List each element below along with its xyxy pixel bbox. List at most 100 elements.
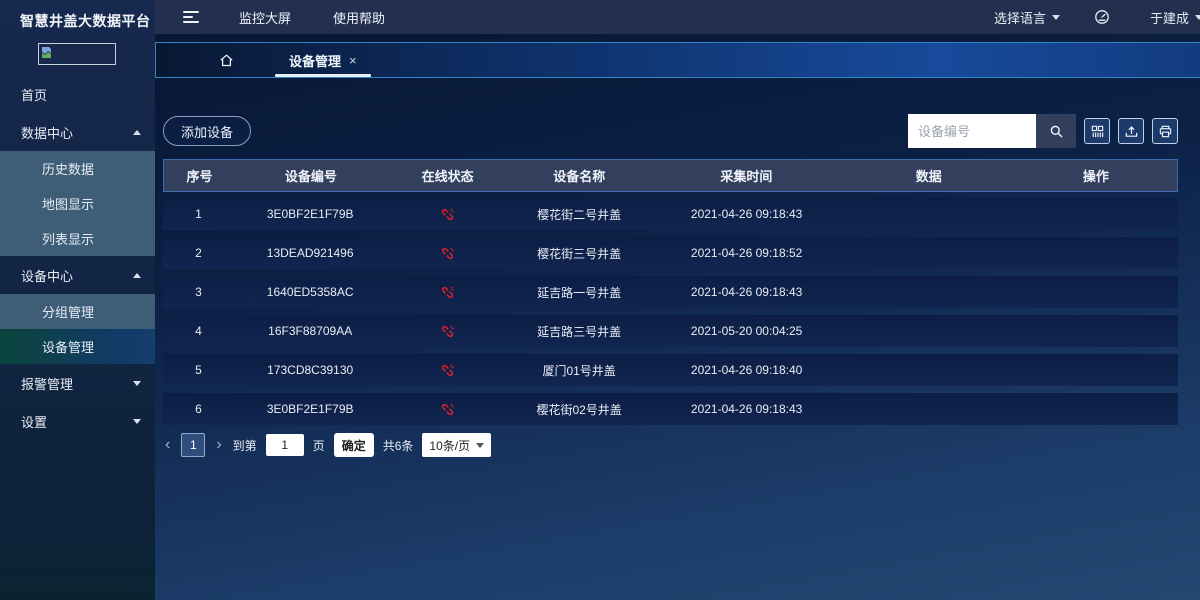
- logo-broken-image: [38, 43, 116, 65]
- cell-index: 5: [195, 363, 202, 377]
- language-selector[interactable]: 选择语言: [994, 8, 1060, 27]
- sidebar-item-label: 设备管理: [42, 340, 95, 355]
- export-icon: [1125, 125, 1137, 137]
- dashboard-icon[interactable]: [1094, 9, 1110, 25]
- search-group: [908, 114, 1178, 148]
- caret-down-icon: [1195, 14, 1200, 20]
- sidebar-item-group-manage[interactable]: 分组管理: [0, 294, 155, 329]
- user-menu[interactable]: 于建成: [1150, 8, 1200, 27]
- tab-close-icon[interactable]: ×: [349, 52, 357, 68]
- table-row: 1 3E0BF2E1F79B 樱花街二号井盖 2021-04-26 09:18:…: [163, 198, 1178, 230]
- device-table: 序号 设备编号 在线状态 设备名称 采集时间 数据 操作 1 3E0BF2E1F…: [163, 159, 1178, 425]
- sidebar-item-home[interactable]: 首页: [0, 75, 155, 113]
- sidebar-item-label: 报警管理: [21, 376, 74, 392]
- print-icon: [1159, 125, 1171, 137]
- cell-online-status: [386, 205, 508, 224]
- caret-up-icon: [133, 272, 141, 278]
- add-device-button[interactable]: 添加设备: [163, 116, 252, 146]
- select-caret-icon: [476, 442, 485, 448]
- home-icon[interactable]: [204, 43, 249, 77]
- cell-device-name: 延吉路一号井盖: [537, 285, 622, 300]
- print-button[interactable]: [1152, 118, 1178, 144]
- sidebar-item-label: 地图显示: [42, 197, 95, 212]
- goto-label: 到第: [232, 438, 257, 453]
- caret-down-icon: [133, 380, 141, 386]
- sidebar-nav: 首页 数据中心 历史数据 地图显示 列表显示 设备中心: [0, 75, 155, 440]
- cell-online-status: [386, 400, 508, 419]
- cell-index: 4: [195, 324, 202, 338]
- offline-status-icon: [438, 205, 457, 224]
- cell-device-name: 樱花街三号井盖: [537, 246, 622, 261]
- sidebar-item-alarm-manage[interactable]: 报警管理: [0, 364, 155, 402]
- table-row: 3 1640ED5358AC 延吉路一号井盖 2021-04-26 09:18:…: [163, 276, 1178, 308]
- tab-strip: 设备管理 ×: [155, 42, 1200, 78]
- export-button[interactable]: [1118, 118, 1144, 144]
- sidebar: 智慧井盖大数据平台 首页 数据中心 历史数据 地图显示: [0, 0, 155, 600]
- cell-index: 6: [195, 402, 202, 416]
- toolbar: 添加设备: [163, 114, 1178, 148]
- search-input[interactable]: [908, 114, 1036, 148]
- sidebar-item-map-display[interactable]: 地图显示: [0, 186, 155, 221]
- page-size-value: 10条/页: [429, 438, 471, 453]
- caret-down-icon: [1051, 14, 1060, 20]
- collapse-menu-icon[interactable]: [183, 11, 199, 23]
- cell-online-status: [386, 283, 508, 302]
- topbar-link-help[interactable]: 使用帮助: [333, 10, 386, 26]
- cell-collect-time: 2021-04-26 09:18:43: [690, 207, 803, 221]
- search-button[interactable]: [1036, 114, 1076, 148]
- offline-status-icon: [438, 322, 457, 341]
- current-page-button[interactable]: 1: [181, 433, 206, 457]
- search-icon: [1050, 125, 1062, 137]
- pagination: ‹ 1 › 到第 页 确定 共6条 10条/页: [163, 433, 1178, 457]
- next-page-icon[interactable]: ›: [216, 436, 222, 453]
- confirm-page-button[interactable]: 确定: [333, 433, 374, 457]
- cell-device-id: 16F3F88709AA: [268, 324, 353, 338]
- sidebar-item-history-data[interactable]: 历史数据: [0, 151, 155, 186]
- prev-page-icon[interactable]: ‹: [165, 436, 171, 453]
- caret-up-icon: [133, 129, 141, 135]
- offline-status-icon: [438, 361, 457, 380]
- sidebar-item-list-display[interactable]: 列表显示: [0, 221, 155, 256]
- cell-collect-time: 2021-04-26 09:18:43: [690, 285, 803, 299]
- column-header: 在线状态: [421, 169, 474, 184]
- cell-collect-time: 2021-04-26 09:18:40: [690, 363, 803, 377]
- cell-device-id: 1640ED5358AC: [266, 285, 354, 299]
- sidebar-item-device-manage[interactable]: 设备管理: [0, 329, 155, 364]
- table-row: 6 3E0BF2E1F79B 樱花街02号井盖 2021-04-26 09:18…: [163, 393, 1178, 425]
- broken-image-icon: [42, 47, 51, 58]
- tab-device-manage[interactable]: 设备管理 ×: [273, 43, 373, 77]
- cell-collect-time: 2021-05-20 00:04:25: [690, 324, 803, 338]
- cell-index: 3: [195, 285, 202, 299]
- page-number-input[interactable]: [265, 434, 304, 456]
- cell-collect-time: 2021-04-26 09:18:52: [690, 246, 803, 260]
- cell-device-id: 3E0BF2E1F79B: [266, 207, 354, 221]
- offline-status-icon: [438, 400, 457, 419]
- language-label: 选择语言: [993, 10, 1046, 26]
- cell-device-name: 樱花街二号井盖: [537, 207, 622, 222]
- sidebar-item-settings[interactable]: 设置: [0, 402, 155, 440]
- offline-status-icon: [438, 244, 457, 263]
- sidebar-item-label: 首页: [21, 87, 48, 103]
- table-row: 2 13DEAD921496 樱花街三号井盖 2021-04-26 09:18:…: [163, 237, 1178, 269]
- caret-down-icon: [133, 418, 141, 424]
- cell-online-status: [386, 244, 508, 263]
- total-count-label: 共6条: [382, 438, 414, 453]
- device-center-submenu: 分组管理 设备管理: [0, 294, 155, 364]
- sidebar-item-label: 设置: [21, 414, 48, 430]
- cell-device-name: 厦门01号井盖: [542, 363, 616, 378]
- sidebar-item-data-center[interactable]: 数据中心: [0, 113, 155, 151]
- column-header: 序号: [186, 169, 213, 184]
- sidebar-item-label: 数据中心: [21, 125, 74, 141]
- topbar-link-monitor-screen[interactable]: 监控大屏: [239, 10, 292, 26]
- columns-button[interactable]: [1084, 118, 1110, 144]
- sidebar-item-device-center[interactable]: 设备中心: [0, 256, 155, 294]
- tab-label: 设备管理: [289, 53, 342, 69]
- page-size-select[interactable]: 10条/页: [422, 433, 492, 457]
- cell-device-id: 13DEAD921496: [266, 246, 354, 260]
- cell-device-id: 3E0BF2E1F79B: [266, 402, 354, 416]
- cell-device-id: 173CD8C39130: [267, 363, 354, 377]
- column-header: 操作: [1082, 169, 1109, 184]
- sidebar-item-label: 设备中心: [21, 268, 74, 284]
- column-header: 设备编号: [284, 169, 337, 184]
